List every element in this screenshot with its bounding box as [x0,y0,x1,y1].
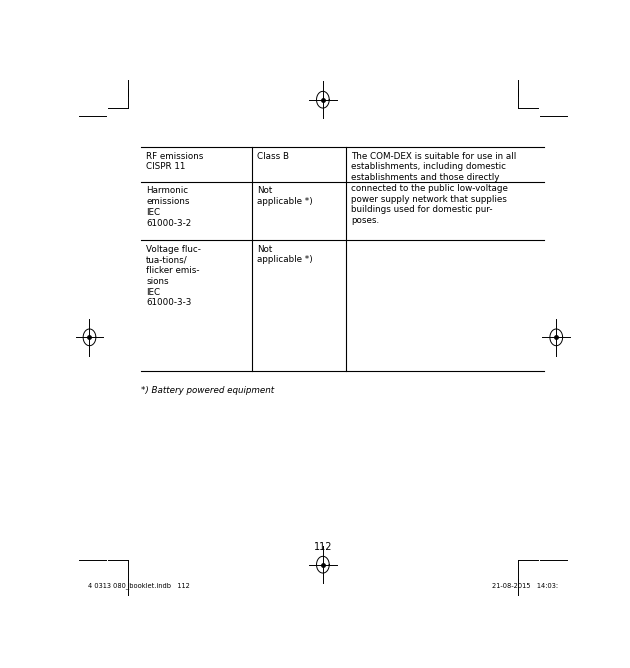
Text: Class B: Class B [257,152,289,161]
Text: Not
applicable *): Not applicable *) [257,186,312,206]
Text: The COM-DEX is suitable for use in all
establishments, including domestic
establ: The COM-DEX is suitable for use in all e… [352,152,517,225]
Text: Not
applicable *): Not applicable *) [257,244,312,265]
Text: 4 0313 080_booklet.indb   112: 4 0313 080_booklet.indb 112 [88,582,190,589]
Text: 112: 112 [314,542,332,552]
Text: *) Battery powered equipment: *) Battery powered equipment [141,386,275,395]
Text: RF emissions
CISPR 11: RF emissions CISPR 11 [146,152,203,172]
Text: 21-08-2015   14:03:: 21-08-2015 14:03: [492,582,558,589]
Text: Harmonic
emissions
IEC
61000-3-2: Harmonic emissions IEC 61000-3-2 [146,186,192,228]
Text: Voltage fluc-
tua-tions/
flicker emis-
sions
IEC
61000-3-3: Voltage fluc- tua-tions/ flicker emis- s… [146,244,201,307]
